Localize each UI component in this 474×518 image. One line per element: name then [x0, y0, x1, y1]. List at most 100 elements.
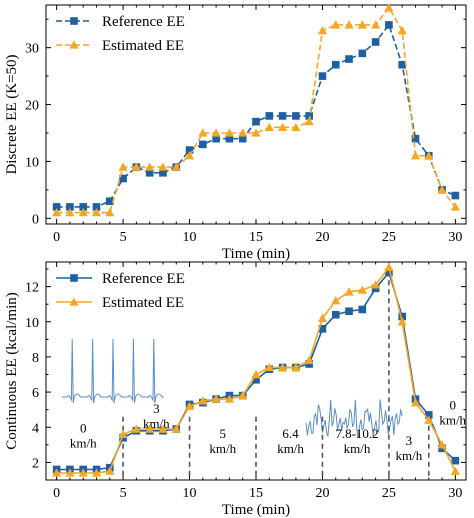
data-point — [345, 55, 353, 63]
speed-annotation: km/h — [439, 413, 466, 428]
x-tick-label: 5 — [120, 230, 127, 245]
legend-label: Estimated EE — [102, 295, 184, 311]
legend-marker — [70, 274, 78, 282]
data-point — [437, 185, 447, 194]
data-point — [158, 424, 168, 433]
data-point — [238, 134, 247, 143]
x-tick-label: 5 — [120, 486, 127, 501]
data-point — [331, 60, 340, 69]
data-point — [371, 280, 381, 289]
data-point — [52, 208, 62, 217]
data-point — [344, 287, 354, 296]
data-point — [78, 208, 88, 217]
x-axis-title: Time (min) — [222, 502, 290, 518]
legend-label: Estimated EE — [102, 38, 184, 54]
data-point — [398, 312, 407, 321]
data-point — [52, 468, 62, 477]
data-point — [410, 151, 421, 160]
data-point — [252, 375, 260, 384]
y-tick-label: 30 — [25, 42, 39, 57]
y-axis-title: Continuous EE (kcal/min) — [4, 292, 20, 449]
data-point — [291, 362, 301, 372]
ecg-inset-rest — [62, 338, 164, 404]
data-point — [66, 203, 74, 211]
data-point — [277, 362, 288, 372]
data-point — [171, 162, 181, 171]
y-tick-label: 20 — [25, 99, 39, 114]
data-point — [410, 398, 421, 407]
data-point — [317, 25, 328, 35]
x-tick-label: 30 — [448, 230, 462, 245]
data-point — [398, 60, 407, 69]
y-axis-title: Discrete EE (K=50) — [4, 54, 20, 174]
data-point — [345, 307, 353, 316]
data-point — [371, 20, 381, 29]
data-point — [52, 203, 61, 211]
data-point — [424, 411, 433, 419]
data-point — [145, 162, 155, 171]
data-point — [198, 128, 208, 137]
data-point — [238, 128, 248, 137]
data-point — [212, 134, 220, 143]
data-point — [211, 394, 221, 403]
data-point — [357, 285, 367, 294]
y-tick-label: 8 — [32, 351, 39, 366]
data-point — [278, 112, 287, 120]
y-tick-label: 0 — [32, 212, 39, 227]
speed-annotation: 5 — [220, 426, 227, 441]
data-point — [79, 203, 88, 211]
data-point — [252, 117, 260, 126]
data-point — [118, 162, 128, 171]
data-point — [238, 391, 248, 400]
speed-annotation: km/h — [277, 441, 304, 456]
x-tick-label: 10 — [183, 486, 197, 501]
data-point — [251, 369, 261, 379]
data-point — [211, 128, 221, 137]
data-point — [158, 162, 168, 171]
data-point — [450, 466, 460, 475]
x-tick-label: 20 — [315, 230, 329, 245]
data-point — [119, 174, 127, 183]
data-point — [185, 146, 194, 154]
data-point — [199, 140, 207, 149]
data-point — [304, 355, 314, 365]
data-point — [424, 151, 434, 160]
data-point — [451, 191, 460, 200]
data-point — [224, 394, 235, 403]
data-point — [317, 313, 328, 322]
data-point — [131, 162, 141, 171]
data-point — [184, 151, 195, 160]
data-point — [105, 197, 114, 206]
y-tick-label: 6 — [32, 386, 39, 401]
data-point — [344, 20, 354, 29]
data-point — [105, 208, 115, 217]
data-point — [145, 169, 154, 177]
x-tick-label: 0 — [53, 230, 60, 245]
data-point — [385, 21, 393, 29]
data-point — [424, 415, 434, 424]
data-point — [145, 424, 155, 433]
data-point — [304, 117, 314, 126]
data-point — [78, 468, 88, 477]
data-point — [277, 122, 288, 131]
data-point — [292, 112, 300, 120]
y-tick-label: 12 — [25, 281, 39, 296]
speed-annotation: 3 — [153, 401, 160, 416]
x-tick-label: 30 — [448, 486, 462, 501]
y-tick-label: 2 — [32, 456, 39, 471]
data-point — [118, 429, 128, 438]
y-tick-label: 10 — [25, 155, 39, 170]
data-point — [385, 268, 393, 277]
data-point — [358, 49, 367, 58]
legend-marker — [70, 17, 78, 25]
speed-annotation: km/h — [344, 441, 371, 456]
y-tick-label: 4 — [32, 421, 39, 436]
data-point — [318, 325, 327, 333]
x-tick-label: 25 — [382, 230, 396, 245]
legend-label: Reference EE — [102, 14, 185, 30]
x-axis-title: Time (min) — [222, 246, 290, 262]
data-point — [318, 72, 327, 80]
legend-marker — [69, 40, 79, 49]
